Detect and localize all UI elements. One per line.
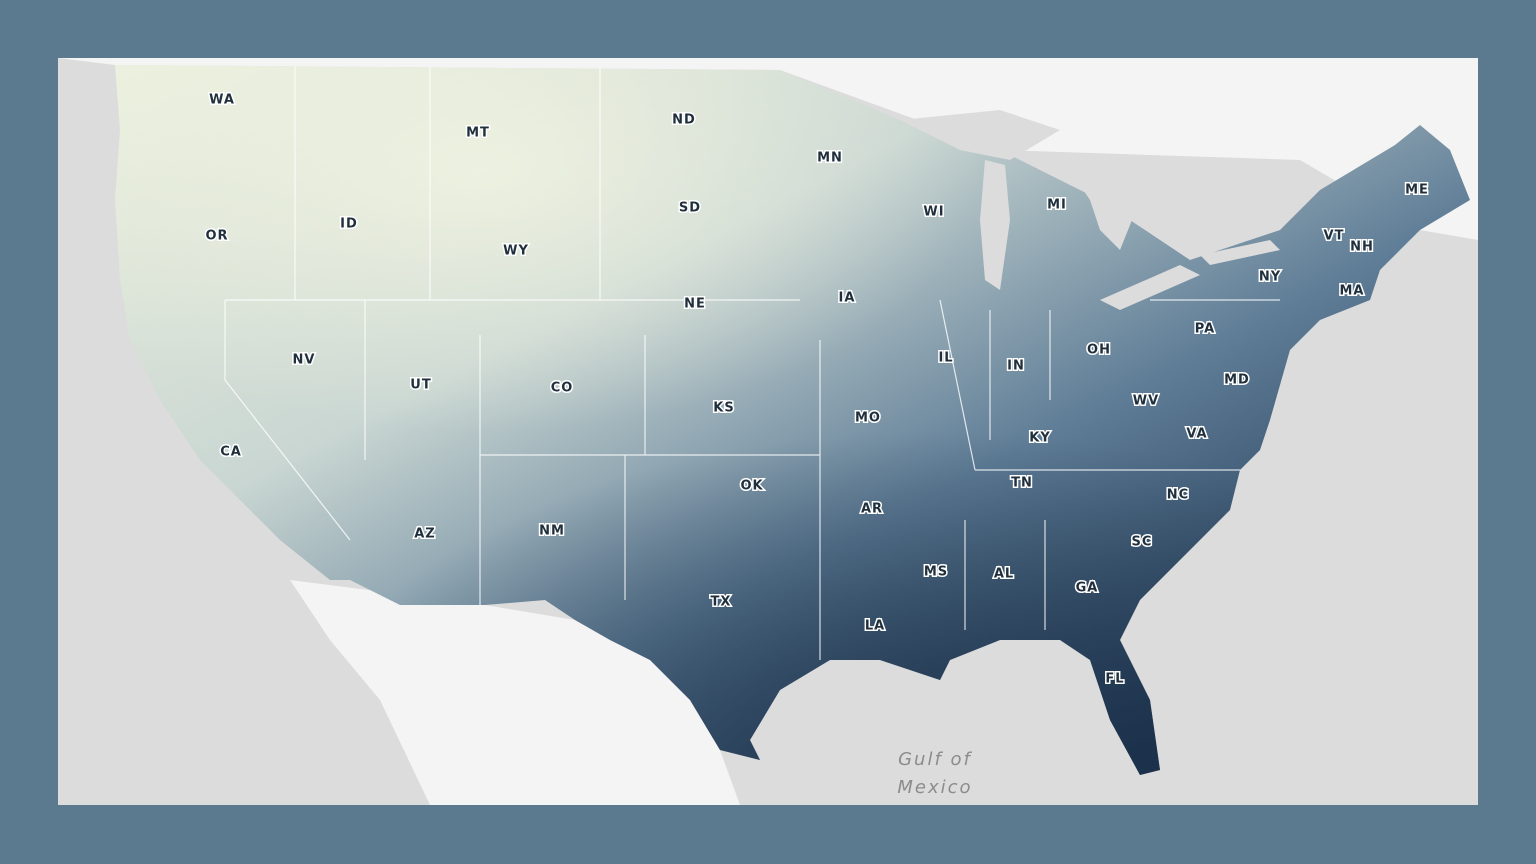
state-label: OR: [205, 229, 228, 244]
state-label: MS: [924, 565, 948, 580]
lake-huron: [1070, 170, 1140, 250]
state-label: MN: [817, 151, 843, 166]
state-label: WI: [923, 205, 944, 220]
state-label: TX: [711, 595, 732, 610]
state-label: NH: [1350, 240, 1374, 255]
state-label: LA: [865, 619, 885, 634]
state-label: MT: [466, 126, 490, 141]
state-label: MA: [1340, 284, 1365, 299]
state-label: FL: [1105, 672, 1124, 687]
state-borders: [224, 65, 1280, 660]
lake-ontario: [1200, 240, 1280, 265]
state-label: MD: [1224, 373, 1250, 388]
state-label: AZ: [414, 527, 436, 542]
water-labels: Gulf of Mexico: [897, 749, 972, 798]
state-label: CA: [220, 445, 242, 460]
state-label: SD: [679, 201, 701, 216]
great-lakes: [900, 110, 1280, 310]
state-label: IA: [839, 291, 856, 306]
state-label: NE: [684, 297, 706, 312]
state-label: ID: [340, 217, 358, 232]
state-label: OK: [740, 479, 763, 494]
state-label: MI: [1047, 198, 1067, 213]
state-label: CO: [551, 381, 574, 396]
state-label: AL: [994, 567, 1014, 582]
state-label: SC: [1132, 535, 1153, 550]
state-label: GA: [1076, 581, 1099, 596]
state-label: OH: [1087, 343, 1111, 358]
state-label: KS: [713, 401, 734, 416]
lake-michigan: [980, 160, 1010, 290]
state-label: NM: [539, 524, 565, 539]
state-label: NC: [1167, 488, 1189, 503]
lake-erie: [1100, 265, 1200, 310]
state-label: KY: [1029, 431, 1051, 446]
state-label: NV: [293, 353, 316, 368]
state-label: TN: [1011, 476, 1033, 491]
state-label: WY: [503, 244, 529, 259]
state-label: VT: [1324, 229, 1345, 244]
state-label: NY: [1259, 270, 1281, 285]
state-label: IN: [1007, 359, 1025, 374]
mexico: [290, 580, 740, 805]
lake-superior: [900, 110, 1060, 160]
state-label: MO: [855, 411, 881, 426]
state-label: WA: [209, 93, 235, 108]
state-label: ME: [1405, 183, 1429, 198]
state-label: VA: [1186, 427, 1207, 442]
state-label: AR: [861, 502, 883, 517]
labels: WA MT ND MN ME OR ID WY SD WI MI VT NH NY MA NE IA PA NV UT…: [204, 91, 1429, 688]
water-label: Gulf of: [898, 749, 972, 770]
canada: [58, 58, 1478, 240]
state-label: PA: [1195, 322, 1215, 337]
water-label: Mexico: [897, 777, 972, 798]
state-label: IL: [938, 351, 953, 366]
state-label: WV: [1133, 394, 1159, 409]
state-label: ND: [672, 113, 696, 128]
state-label: UT: [410, 378, 431, 393]
